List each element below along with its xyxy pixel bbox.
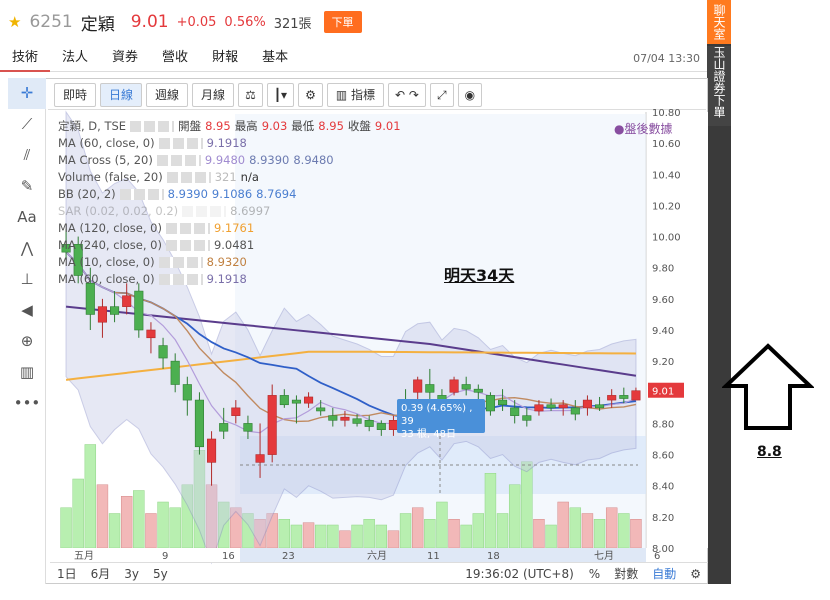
price-change-percent: 0.56%: [224, 14, 266, 30]
legend-ma240: MA (240, close, 0) 9.0481: [58, 238, 255, 252]
price-change: +0.05: [176, 14, 217, 30]
chart-toolbar: 即時 日線 週線 月線 ⚖ ┃▾ ⚙ ▥ 指標 ↶ ↷ ⤢ ◉: [48, 80, 706, 110]
stock-code: 6251: [29, 12, 73, 32]
trendline-icon[interactable]: ⟋: [21, 115, 33, 133]
range-1d[interactable]: 1日: [57, 567, 77, 581]
chat-room-button[interactable]: 聊天室: [707, 0, 731, 44]
up-arrow-icon: [722, 343, 814, 430]
quote-header: ★ 6251 定穎 9.01 +0.05 0.56% 321張 下單: [0, 0, 700, 44]
scale-settings-icon[interactable]: ⚙: [690, 566, 701, 581]
auto-toggle[interactable]: 自動: [652, 567, 677, 581]
fib-icon[interactable]: ⫽: [23, 146, 31, 164]
stock-price: 9.01: [130, 12, 169, 32]
legend-ma60a: MA (60, close, 0) 9.1918: [58, 136, 247, 150]
brush-icon[interactable]: ✎: [20, 177, 34, 195]
indicators-label: 指標: [351, 87, 376, 102]
camera-icon[interactable]: ◉: [457, 82, 483, 107]
legend-macross: MA Cross (5, 20) 9.9480 8.9390 8.9480: [58, 153, 334, 167]
intraday-button[interactable]: 即時: [54, 82, 97, 107]
log-toggle[interactable]: 對數: [614, 567, 639, 581]
legend-ma10: MA (10, close, 0) 8.9320: [58, 255, 247, 269]
compare-icon[interactable]: ⚖: [238, 82, 263, 107]
range-5y[interactable]: 5y: [153, 566, 168, 581]
undo-icon[interactable]: ↶ ↷: [388, 82, 426, 107]
text-tool-icon[interactable]: Aa: [17, 208, 37, 226]
favorite-star-icon[interactable]: ★: [8, 13, 22, 31]
crosshair-icon[interactable]: ✛: [8, 78, 46, 109]
range-bar: 1日 6月 3y 5y 19:36:02 (UTC+8) % 對數 自動 ⚙: [50, 562, 708, 584]
measure-icon[interactable]: ⊥: [20, 270, 34, 288]
indicators-button[interactable]: ▥ 指標: [326, 82, 385, 107]
range-6m[interactable]: 6月: [90, 567, 111, 581]
volume-label: 321張: [273, 16, 312, 32]
ruler-icon[interactable]: ▥: [19, 363, 35, 381]
more-icon[interactable]: •••: [13, 394, 41, 412]
candle-type-icon[interactable]: ┃▾: [266, 82, 295, 107]
tab-margin[interactable]: 資券: [112, 49, 139, 65]
arrow-left-icon[interactable]: ◀: [21, 301, 33, 319]
settings-icon[interactable]: ⚙: [298, 82, 323, 107]
tab-timestamp: 07/04 13:30: [633, 52, 700, 65]
range-3y[interactable]: 3y: [124, 566, 140, 581]
tab-basic[interactable]: 基本: [262, 49, 289, 65]
weekly-button[interactable]: 週線: [146, 82, 189, 107]
stock-name: 定穎: [80, 14, 115, 35]
zoom-icon[interactable]: ⊕: [20, 332, 34, 350]
daily-button[interactable]: 日線: [100, 82, 143, 107]
legend-ma120: MA (120, close, 0) 9.1761: [58, 221, 255, 235]
clock: 19:36:02 (UTC+8): [465, 566, 574, 581]
legend-sar: SAR (0.02, 0.02, 0.2) 8.6997: [58, 204, 271, 218]
tab-bar: 技術 法人 資券 營收 財報 基本 07/04 13:30: [0, 46, 708, 72]
legend-ma60b: MA (60, close, 0) 9.1918: [58, 272, 247, 286]
fullscreen-icon[interactable]: ⤢: [429, 82, 454, 107]
order-button[interactable]: 下單: [323, 11, 362, 33]
tab-technical[interactable]: 技術: [0, 46, 51, 72]
legend-bb: BB (20, 2) 8.9390 9.1086 8.7694: [58, 187, 297, 201]
legend-volume: Volume (false, 20) 321 n/a: [58, 170, 259, 184]
monthly-button[interactable]: 月線: [192, 82, 235, 107]
drawing-toolbar: ✛ ⟋ ⫽ ✎ Aa ⋀ ⊥ ◀ ⊕ ▥ •••: [8, 78, 46, 584]
broker-order-button[interactable]: 玉山證券下單: [707, 46, 731, 126]
side-panel: 聊天室 玉山證券下單: [707, 0, 731, 584]
pattern-icon[interactable]: ⋀: [20, 239, 34, 257]
percent-toggle[interactable]: %: [588, 566, 601, 581]
tab-revenue[interactable]: 營收: [162, 49, 189, 65]
tab-financials[interactable]: 財報: [212, 49, 239, 65]
target-price-label: 8.8: [757, 444, 782, 460]
tab-institutional[interactable]: 法人: [62, 49, 89, 65]
measure-tooltip: 0.39 (4.65%) , 39 33 根, 48日: [397, 399, 485, 440]
after-hours-label[interactable]: ●盤後數據: [614, 122, 673, 136]
indicator-legend: 定穎, D, TSE 開盤 8.95 最高 9.03 最低 8.95 收盤 9.01 M…: [58, 118, 401, 288]
legend-main: 定穎, D, TSE 開盤 8.95 最高 9.03 最低 8.95 收盤 9.01: [58, 119, 401, 133]
annotation-text: 明天34天: [444, 266, 515, 285]
